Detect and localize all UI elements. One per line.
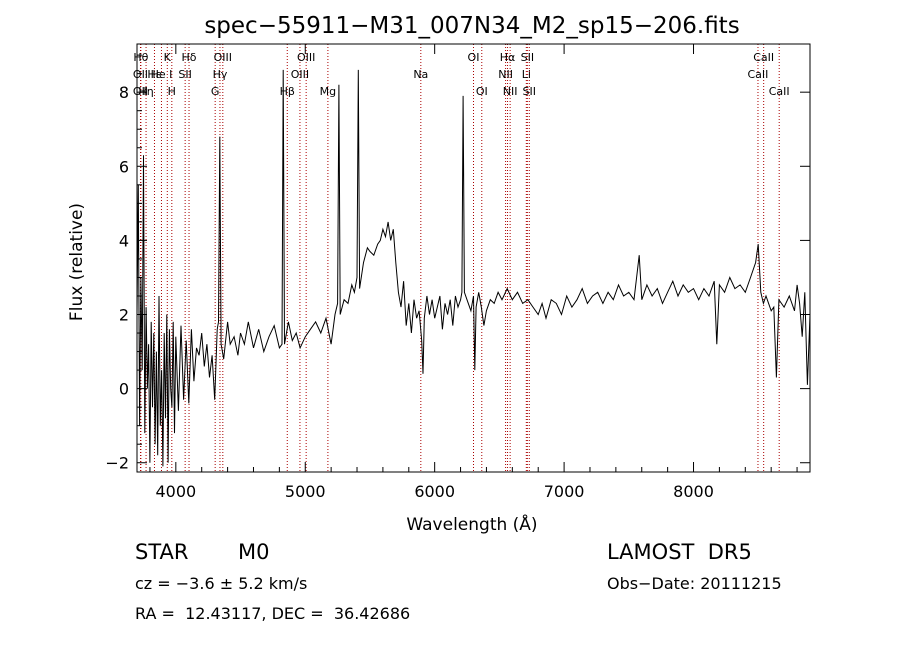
line-marker-label: Mg — [320, 85, 336, 98]
line-marker-label: Hη — [138, 85, 153, 98]
y-axis-ticks: −2 0 2 4 6 8 — [105, 54, 810, 473]
line-marker-label: NII — [498, 68, 513, 81]
line-marker-label: Hα — [500, 51, 516, 64]
redshift-velocity: cz = −3.6 ± 5.2 km/s — [135, 574, 308, 593]
x-tick-label: 8000 — [673, 482, 714, 501]
x-tick-label: 7000 — [544, 482, 585, 501]
line-marker-label: SII — [178, 68, 191, 81]
y-tick-label: 4 — [119, 231, 129, 250]
spectrum-line — [136, 69, 811, 467]
observation-date: Obs−Date: 20111215 — [607, 574, 782, 593]
object-subclass: M0 — [238, 540, 270, 564]
line-marker-label: OI — [468, 51, 480, 64]
y-tick-label: 8 — [119, 83, 129, 102]
line-marker-label: Li — [522, 68, 531, 81]
line-marker-label: NII — [503, 85, 518, 98]
y-axis-label: Flux (relative) — [67, 203, 87, 321]
y-tick-label: 6 — [119, 157, 129, 176]
line-marker-label: G — [211, 85, 220, 98]
y-tick-label: 2 — [119, 306, 129, 325]
survey-name: LAMOST DR5 — [607, 540, 752, 564]
line-marker-label: OII — [133, 68, 148, 81]
object-class: STAR — [135, 540, 189, 564]
line-marker-label: OIII — [297, 51, 315, 64]
x-axis-label: Wavelength (Å) — [406, 513, 537, 535]
y-tick-label: 0 — [119, 380, 129, 399]
x-axis-ticks: 4000 5000 6000 7000 8000 — [149, 44, 798, 501]
x-tick-label: 5000 — [285, 482, 326, 501]
plot-frame — [136, 43, 811, 473]
chart-title: spec−55911−M31_007N34_M2_sp15−206.fits — [204, 13, 739, 39]
line-marker-label: K — [164, 51, 172, 64]
line-marker-label: CaII — [748, 68, 769, 81]
line-marker-label: SII — [521, 51, 534, 64]
line-marker-label: H — [168, 85, 176, 98]
y-tick-label: −2 — [105, 454, 129, 473]
line-marker-label: Hβ — [280, 85, 295, 98]
line-marker-label: OIII — [214, 51, 232, 64]
line-marker-label: SII — [523, 85, 536, 98]
x-tick-label: 6000 — [414, 482, 455, 501]
line-marker-label: Hθ — [133, 51, 148, 64]
coordinates: RA = 12.43117, DEC = 36.42686 — [135, 604, 411, 623]
line-marker-label: Hγ — [213, 68, 228, 81]
line-marker-label: Hδ — [182, 51, 197, 64]
line-marker-label: Na — [413, 68, 428, 81]
line-marker-label: He I — [151, 68, 173, 81]
line-marker-label: CaII — [769, 85, 790, 98]
spectral-line-markers — [139, 44, 780, 472]
line-marker-label: OI — [476, 85, 488, 98]
line-marker-label: CaII — [753, 51, 774, 64]
x-tick-label: 4000 — [155, 482, 196, 501]
line-marker-label: Hε — [147, 68, 161, 81]
line-marker-label: OIII — [291, 68, 309, 81]
